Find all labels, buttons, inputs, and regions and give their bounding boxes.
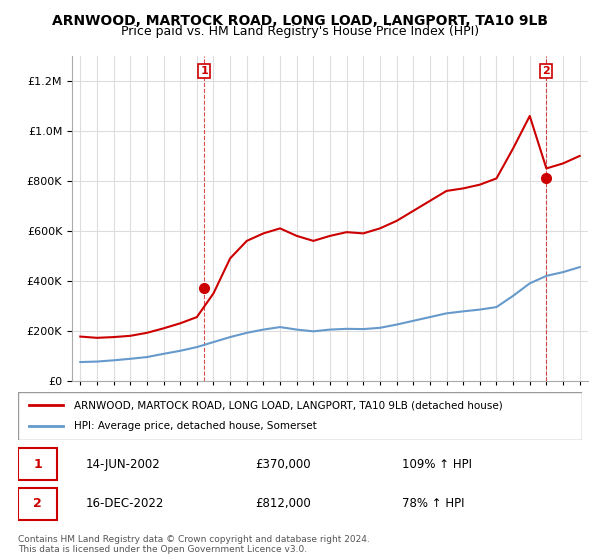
Text: 2: 2 (542, 66, 550, 76)
Text: ARNWOOD, MARTOCK ROAD, LONG LOAD, LANGPORT, TA10 9LB: ARNWOOD, MARTOCK ROAD, LONG LOAD, LANGPO… (52, 14, 548, 28)
Text: 16-DEC-2022: 16-DEC-2022 (86, 497, 164, 510)
Text: Contains HM Land Registry data © Crown copyright and database right 2024.
This d: Contains HM Land Registry data © Crown c… (18, 535, 370, 554)
FancyBboxPatch shape (18, 448, 58, 480)
Text: 2: 2 (34, 497, 42, 510)
FancyBboxPatch shape (18, 392, 582, 440)
Text: HPI: Average price, detached house, Somerset: HPI: Average price, detached house, Some… (74, 421, 317, 431)
Text: 1: 1 (200, 66, 208, 76)
Text: 14-JUN-2002: 14-JUN-2002 (86, 458, 160, 471)
Text: ARNWOOD, MARTOCK ROAD, LONG LOAD, LANGPORT, TA10 9LB (detached house): ARNWOOD, MARTOCK ROAD, LONG LOAD, LANGPO… (74, 400, 503, 410)
Text: 109% ↑ HPI: 109% ↑ HPI (401, 458, 472, 471)
Text: Price paid vs. HM Land Registry's House Price Index (HPI): Price paid vs. HM Land Registry's House … (121, 25, 479, 38)
FancyBboxPatch shape (18, 488, 58, 520)
Text: 78% ↑ HPI: 78% ↑ HPI (401, 497, 464, 510)
Text: £370,000: £370,000 (255, 458, 311, 471)
Text: £812,000: £812,000 (255, 497, 311, 510)
Text: 1: 1 (34, 458, 42, 471)
